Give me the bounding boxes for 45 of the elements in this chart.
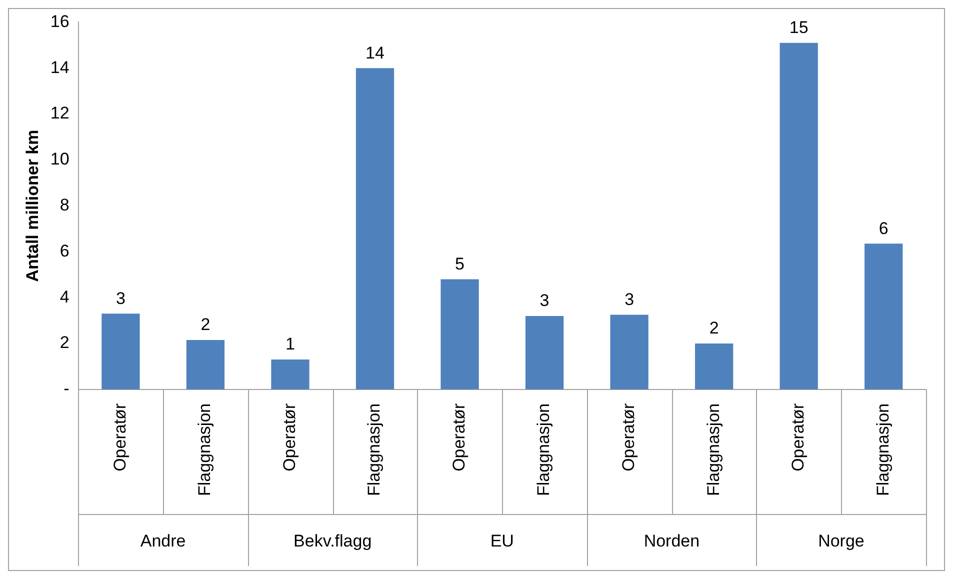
x-tick-label: Operatør [110, 403, 130, 472]
bar [440, 279, 479, 390]
x-tick-label: Operatør [449, 403, 468, 472]
y-tick-label: 2 [60, 333, 70, 352]
bar [525, 316, 564, 390]
data-label: 3 [540, 291, 550, 310]
y-tick-label: 8 [60, 195, 70, 214]
bar [271, 360, 310, 390]
text: Norden [644, 532, 700, 551]
bar [695, 343, 734, 390]
x-tick-label: Operatør [618, 403, 638, 472]
bar [356, 68, 394, 390]
x-tick-label: Operatør [788, 403, 808, 472]
data-label: 3 [116, 288, 126, 308]
x-tick-label: Flaggnasjon [704, 403, 723, 496]
data-label: 15 [789, 18, 808, 38]
data-label: 6 [878, 218, 888, 238]
data-label: 5 [455, 254, 465, 274]
y-tick-label: 14 [50, 58, 70, 77]
bar [102, 314, 140, 390]
data-label: 14 [366, 43, 384, 62]
y-tick-label: 10 [50, 150, 70, 169]
x-tick-label: Flaggnasjon [364, 403, 384, 496]
bar [864, 244, 903, 390]
bar [186, 340, 225, 390]
data-label: 2 [200, 315, 210, 334]
x-tick-label: Flaggnasjon [195, 403, 214, 496]
y-tick-label: - [64, 379, 70, 398]
x-tick-label: Flaggnasjon [873, 403, 892, 496]
text: Andre [140, 532, 186, 551]
y-tick-label: 6 [60, 241, 70, 260]
bar [780, 42, 818, 390]
data-label: 2 [709, 318, 719, 338]
data-label: 1 [285, 334, 295, 354]
y-axis-title: Antall millioner km [22, 130, 42, 282]
y-tick-label: 4 [60, 287, 70, 306]
x-tick-label: Operatør [280, 403, 299, 472]
y-tick-label: 16 [50, 12, 70, 31]
text: Bekv.flagg [294, 532, 372, 551]
y-tick-label: 12 [50, 104, 70, 123]
text: Norge [818, 532, 864, 551]
x-tick-label: Flaggnasjon [534, 403, 554, 496]
bar [610, 314, 648, 390]
text: EU [490, 532, 514, 551]
data-label: 3 [624, 290, 634, 309]
